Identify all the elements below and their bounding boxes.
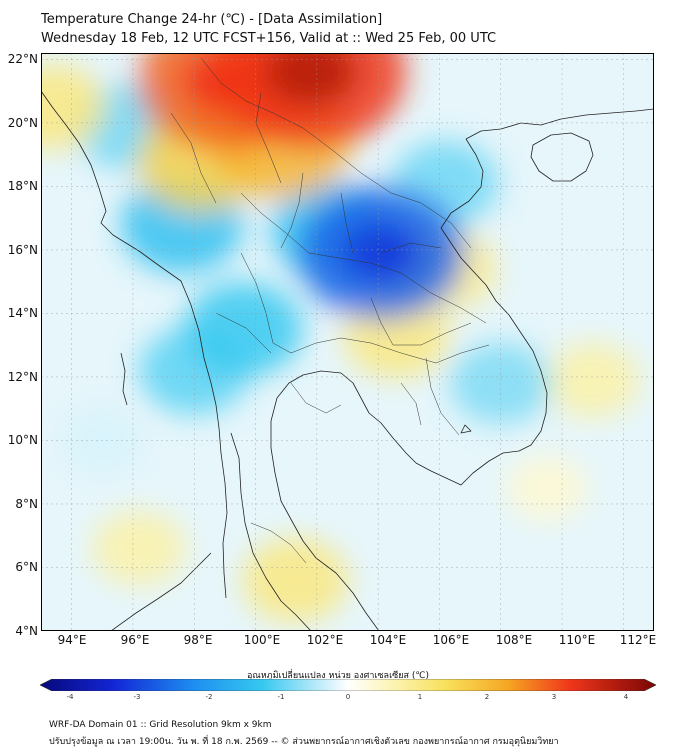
lat-label-10: 10°N (7, 433, 38, 447)
anomaly-blob-12 (184, 282, 303, 377)
lon-label-102: 102°E (306, 633, 344, 647)
internal-boundaries (170, 57, 490, 564)
graticule (41, 53, 654, 631)
lon-label-104: 104°E (369, 633, 407, 647)
anomaly-blob-3 (545, 342, 640, 418)
map-frame (41, 53, 654, 631)
lat-label-22: 22°N (7, 52, 38, 66)
lon-label-94: 94°E (57, 633, 87, 647)
cb-tick--4: -4 (66, 693, 74, 701)
lon-label-98: 98°E (183, 633, 213, 647)
footer-update-info: ปรับปรุงข้อมูล ณ เวลา 19:00น. วัน พ. ที่… (49, 737, 559, 747)
lat-label-4: 4°N (15, 624, 38, 638)
lon-label-110: 110°E (558, 633, 596, 647)
anomaly-blob-10 (41, 64, 107, 150)
map-title: Temperature Change 24-hr (℃) - [Data Ass… (41, 12, 383, 27)
map-subtitle: Wednesday 18 Feb, 12 UTC FCST+156, Valid… (41, 31, 497, 46)
anomaly-blob-9 (242, 537, 349, 623)
cb-tick--1: -1 (277, 693, 285, 701)
lon-label-108: 108°E (495, 633, 533, 647)
cb-tick--3: -3 (133, 693, 141, 701)
lat-label-14: 14°N (7, 306, 38, 320)
cb-tick-0: 0 (345, 693, 351, 701)
cb-tick-2: 2 (484, 693, 490, 701)
colorbar (40, 679, 656, 691)
lat-label-12: 12°N (7, 370, 38, 384)
cb-tick-3: 3 (551, 693, 557, 701)
colorbar-gradient (40, 679, 656, 691)
lat-label-8: 8°N (15, 497, 38, 511)
colorbar-label: อุณหภูมิเปลี่ยนแปลง หน่วย องศาเซลเซียส (… (246, 671, 430, 681)
temperature-change-map[interactable] (41, 53, 654, 631)
lon-label-106: 106°E (432, 633, 470, 647)
lat-label-16: 16°N (7, 243, 38, 257)
lon-label-112: 112°E (619, 633, 657, 647)
cb-tick-1: 1 (417, 693, 423, 701)
lat-label-18: 18°N (7, 179, 38, 193)
anomaly-core-19 (265, 53, 357, 107)
anomaly-blob-0 (505, 455, 588, 521)
lon-label-96: 96°E (120, 633, 150, 647)
footer-model-info: WRF-DA Domain 01 :: Grid Resolution 9km … (49, 720, 272, 730)
cb-tick-4: 4 (623, 693, 629, 701)
lon-label-100: 100°E (243, 633, 281, 647)
coastlines-and-borders (41, 90, 654, 631)
anomaly-blob-2 (92, 510, 187, 587)
lat-label-6: 6°N (15, 560, 38, 574)
cb-tick--2: -2 (205, 693, 213, 701)
temperature-anomaly-field (41, 53, 640, 623)
lat-label-20: 20°N (7, 116, 38, 130)
